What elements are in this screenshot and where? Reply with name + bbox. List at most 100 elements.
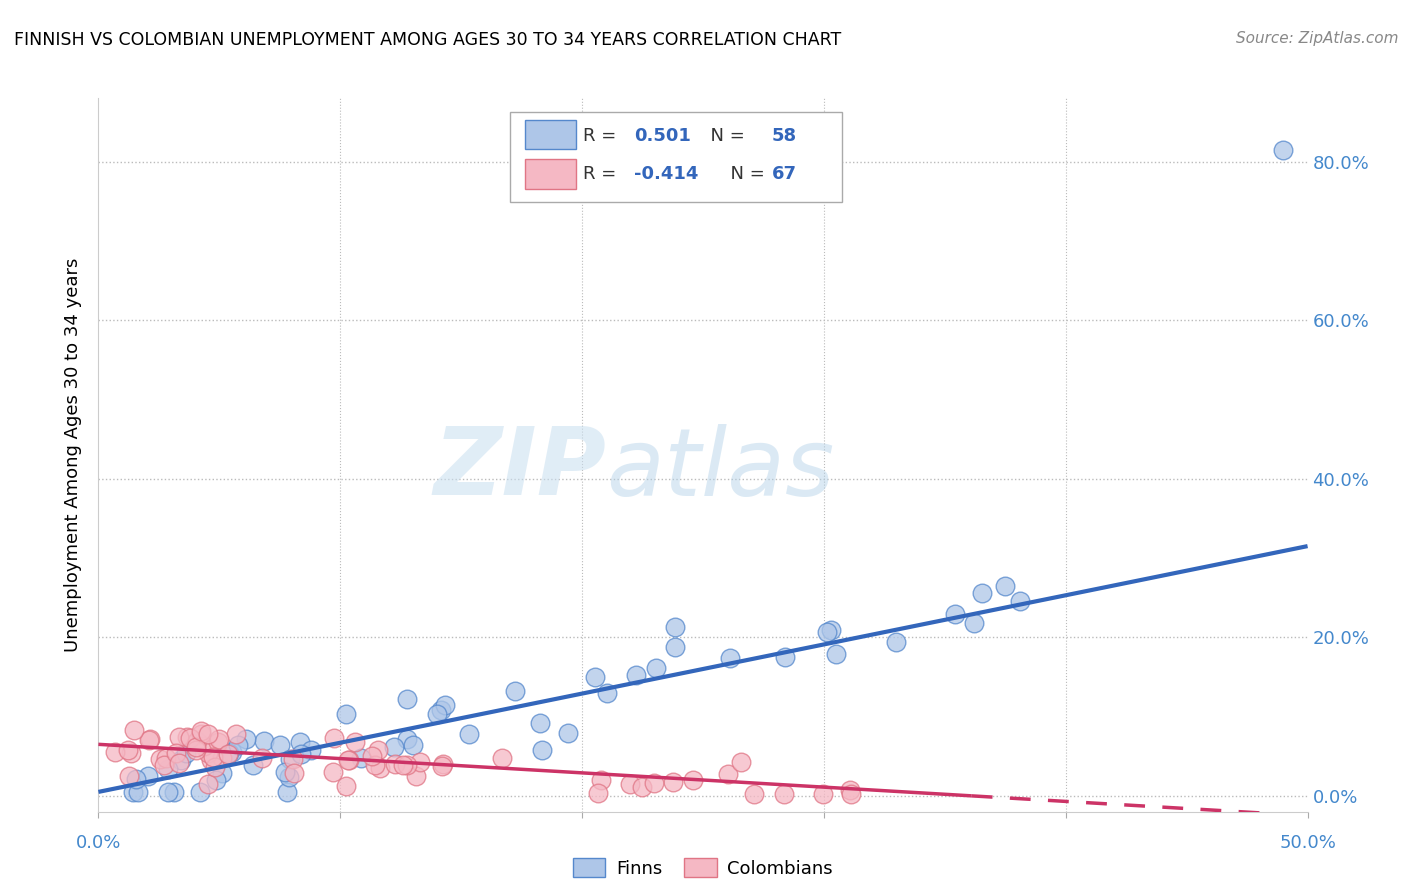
Point (170, 754, 193, 768)
Text: 67: 67 (772, 166, 797, 184)
Point (815, 625, 838, 640)
Point (361, 748, 384, 763)
Point (717, 767, 740, 781)
Point (631, 780, 654, 794)
Point (529, 715, 551, 730)
Point (157, 763, 180, 777)
Point (174, 747, 197, 761)
Point (190, 724, 212, 739)
Point (530, 743, 553, 757)
Point (190, 727, 212, 741)
Point (595, 686, 617, 700)
Point (884, 634, 907, 648)
Point (430, 759, 453, 773)
Point (367, 742, 389, 756)
Point (179, 731, 201, 746)
Point (994, 579, 1017, 593)
Point (253, 734, 276, 748)
Point (207, 734, 229, 748)
Point (368, 761, 391, 775)
Point (458, 727, 481, 741)
Point (169, 756, 191, 770)
Point (290, 747, 312, 761)
Point (167, 730, 190, 744)
Point (290, 735, 312, 749)
Point (299, 743, 322, 757)
Point (384, 757, 406, 772)
Point (221, 745, 243, 759)
Point (186, 734, 208, 748)
Text: Source: ZipAtlas.com: Source: ZipAtlas.com (1236, 31, 1399, 46)
Point (117, 743, 139, 757)
Point (589, 773, 612, 788)
Point (204, 760, 226, 774)
Text: 58: 58 (772, 127, 797, 145)
Point (149, 752, 172, 766)
Point (664, 620, 686, 634)
Point (963, 615, 986, 630)
Point (157, 785, 180, 799)
Point (337, 753, 360, 767)
Point (276, 785, 298, 799)
Point (211, 751, 233, 765)
Point (218, 746, 240, 760)
Point (225, 726, 247, 740)
Text: N =: N = (718, 166, 770, 184)
Text: N =: N = (699, 127, 751, 145)
Point (335, 779, 357, 793)
Point (664, 640, 686, 654)
Point (434, 698, 457, 712)
Point (278, 752, 301, 766)
Text: -0.414: -0.414 (634, 166, 699, 184)
Text: R =: R = (583, 166, 623, 184)
Point (505, 683, 527, 698)
Text: ZIP: ZIP (433, 423, 606, 516)
Point (226, 738, 249, 752)
Point (197, 727, 219, 741)
Point (337, 753, 360, 767)
Point (643, 776, 665, 790)
Point (273, 765, 295, 780)
Text: 0.0%: 0.0% (76, 834, 121, 852)
Point (382, 740, 405, 755)
Point (122, 723, 145, 738)
FancyBboxPatch shape (526, 120, 576, 150)
Point (190, 785, 212, 799)
Point (772, 787, 794, 801)
Point (235, 732, 257, 747)
Point (396, 758, 419, 772)
Point (430, 703, 453, 717)
Text: 0.501: 0.501 (634, 127, 690, 145)
Point (943, 607, 966, 622)
Point (197, 746, 219, 760)
Point (718, 650, 741, 665)
Point (1008, 594, 1031, 608)
Point (619, 776, 641, 790)
Point (165, 746, 187, 760)
Point (364, 757, 387, 772)
Point (163, 785, 186, 799)
Point (207, 732, 229, 747)
Point (217, 747, 239, 761)
Point (138, 732, 160, 747)
Text: atlas: atlas (606, 424, 835, 515)
Point (557, 726, 579, 740)
Point (396, 732, 419, 747)
Point (662, 775, 685, 789)
Point (176, 730, 198, 744)
Point (197, 777, 219, 791)
Point (125, 772, 148, 786)
Point (401, 738, 423, 752)
Point (820, 623, 842, 637)
Text: R =: R = (583, 127, 623, 145)
FancyBboxPatch shape (509, 112, 842, 202)
Point (283, 766, 305, 780)
Point (323, 731, 346, 746)
Point (269, 738, 291, 752)
FancyBboxPatch shape (526, 159, 576, 189)
Point (186, 740, 208, 755)
Point (824, 647, 846, 661)
Point (350, 751, 373, 765)
Point (1272, 143, 1295, 157)
Point (104, 746, 127, 760)
